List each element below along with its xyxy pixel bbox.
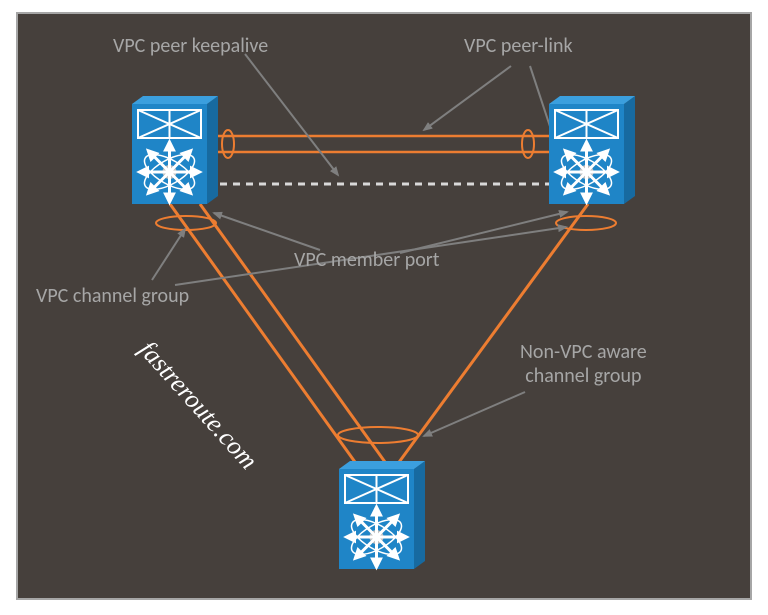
switch-left-icon bbox=[132, 96, 218, 204]
label-channel-group: VPC channel group bbox=[36, 284, 189, 308]
label-member-port: VPC member port bbox=[294, 248, 439, 272]
diagram-canvas: VPC peer keepalive VPC peer-link VPC cha… bbox=[0, 0, 768, 615]
switch-right-icon bbox=[549, 96, 635, 204]
switch-bottom-icon bbox=[339, 461, 425, 569]
label-peerlink: VPC peer-link bbox=[464, 34, 573, 58]
label-keepalive: VPC peer keepalive bbox=[113, 34, 268, 58]
label-nonvpc: Non-VPC aware channel group bbox=[520, 340, 647, 388]
